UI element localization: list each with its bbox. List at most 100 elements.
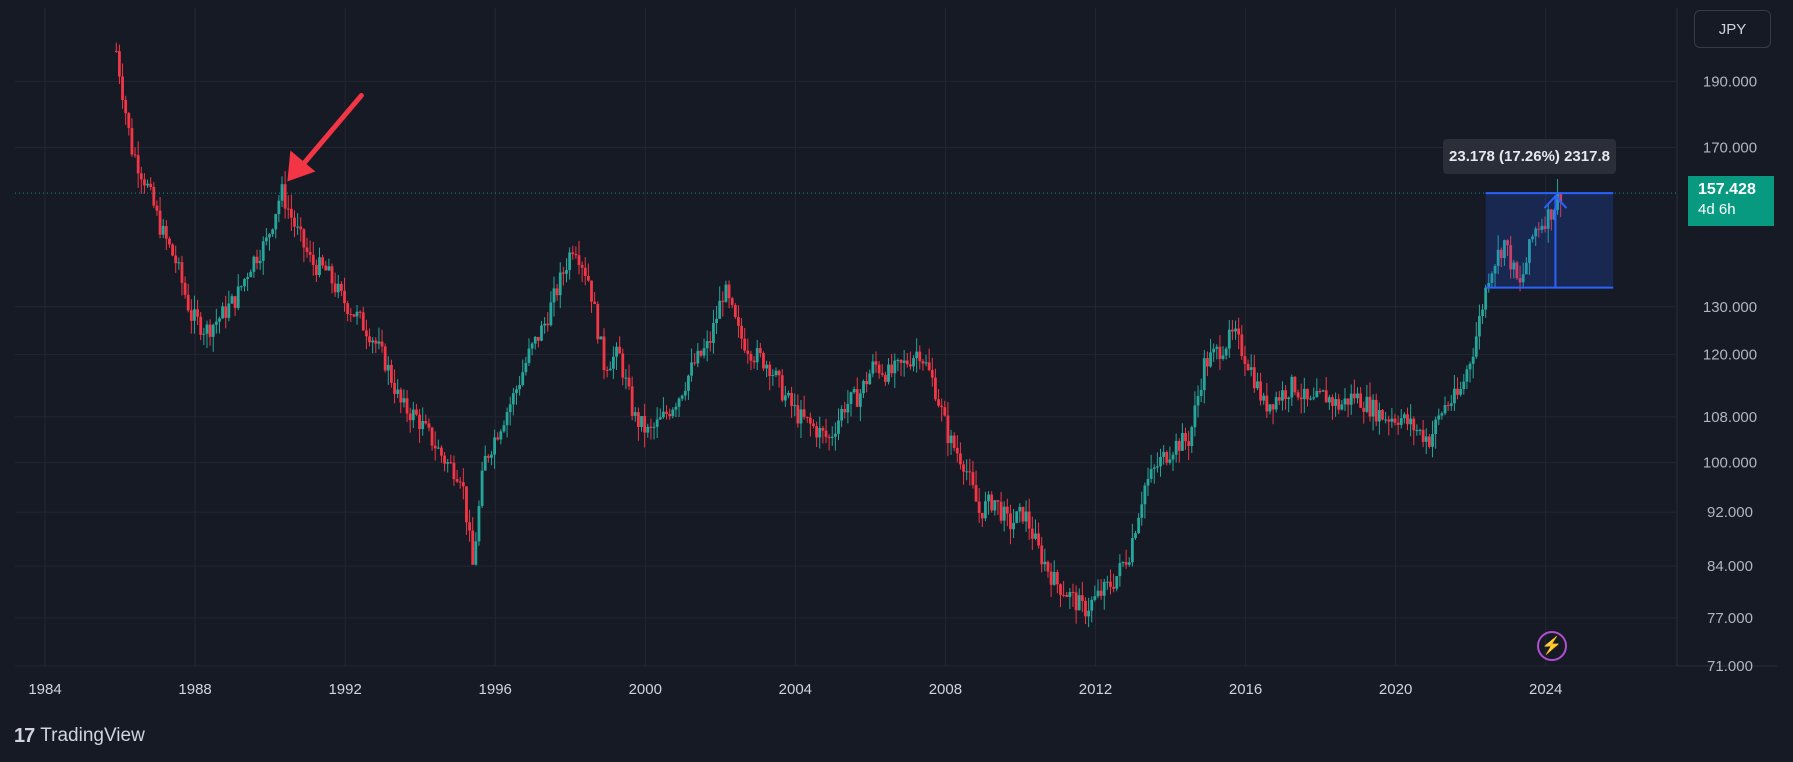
candle-body bbox=[1537, 228, 1541, 230]
candle-body bbox=[1315, 390, 1319, 398]
candle-body bbox=[1437, 415, 1441, 420]
candle-body bbox=[1337, 399, 1341, 410]
candle-body bbox=[655, 419, 659, 427]
tradingview-logo[interactable]: 17 TradingView bbox=[14, 722, 145, 750]
candle-body bbox=[424, 420, 428, 424]
candle-body bbox=[149, 183, 153, 187]
candle-body bbox=[502, 425, 506, 432]
candle-body bbox=[1149, 468, 1153, 479]
time-axis[interactable]: 1984 1988 1992 1996 2000 2004 2008 2012 2016 2020… bbox=[28, 681, 1562, 698]
candle-body bbox=[580, 265, 584, 268]
candle-body bbox=[236, 286, 240, 308]
candle-body bbox=[1134, 533, 1137, 539]
candle-body bbox=[139, 173, 143, 180]
candle-body bbox=[1068, 592, 1072, 597]
candle-body bbox=[787, 392, 790, 396]
candle-body bbox=[852, 389, 856, 393]
candle-body bbox=[665, 411, 668, 414]
candle-body bbox=[1084, 600, 1087, 617]
candle-body bbox=[1231, 329, 1234, 332]
candle-body bbox=[530, 343, 534, 349]
candle-body bbox=[146, 183, 149, 186]
candle-body bbox=[174, 255, 178, 264]
measure-arrow-head bbox=[1543, 194, 1568, 209]
candle-body bbox=[211, 324, 215, 337]
candle-body bbox=[758, 348, 762, 354]
candle-body bbox=[749, 353, 753, 361]
candle-body bbox=[602, 336, 606, 371]
candle-body bbox=[702, 348, 706, 356]
candle-body bbox=[1421, 429, 1425, 442]
candle-body bbox=[1440, 413, 1444, 416]
time-axis-label: 1996 bbox=[479, 681, 512, 698]
candle-body bbox=[1321, 390, 1325, 392]
candle-body bbox=[1465, 369, 1469, 382]
candle-body bbox=[630, 386, 634, 416]
candle-body bbox=[277, 200, 281, 215]
candle-body bbox=[777, 370, 781, 376]
lightning-icon[interactable]: ⚡ bbox=[1537, 631, 1567, 661]
candle-body bbox=[1259, 381, 1262, 401]
candle-body bbox=[1152, 467, 1156, 469]
time-axis-label: 1988 bbox=[178, 681, 211, 698]
candle-body bbox=[1427, 436, 1431, 447]
candle-body bbox=[927, 362, 931, 371]
candle-body bbox=[652, 426, 656, 428]
candle-body bbox=[443, 455, 446, 464]
candle-body bbox=[1377, 410, 1381, 422]
candle-body bbox=[1227, 329, 1231, 349]
candle-body bbox=[1171, 454, 1175, 460]
candle-body bbox=[1318, 390, 1322, 392]
candle-body bbox=[346, 303, 350, 315]
candle-body bbox=[1496, 249, 1500, 266]
candle-body bbox=[1030, 528, 1034, 539]
time-axis-label: 2020 bbox=[1379, 681, 1412, 698]
candle-body bbox=[224, 306, 228, 318]
candle-body bbox=[193, 309, 196, 321]
candle-body bbox=[568, 252, 572, 271]
candle-body bbox=[471, 530, 475, 565]
candle-body bbox=[318, 257, 321, 276]
candle-body bbox=[1130, 538, 1134, 563]
price-axis[interactable]: 190.000 170.000 130.000 120.000 108.000 100.0… bbox=[1703, 73, 1757, 675]
candle-body bbox=[1059, 584, 1062, 595]
candle-body bbox=[458, 481, 462, 483]
time-axis-label: 2000 bbox=[629, 681, 662, 698]
candle-body bbox=[349, 314, 353, 316]
candle-body bbox=[233, 296, 237, 308]
candle-body bbox=[1356, 393, 1359, 399]
currency-button[interactable]: JPY bbox=[1694, 10, 1771, 48]
candle-body bbox=[1065, 594, 1069, 597]
candle-body bbox=[971, 472, 975, 486]
candle-body bbox=[189, 310, 193, 321]
annotation-arrow-shaft bbox=[297, 92, 364, 170]
candle-body bbox=[308, 252, 312, 255]
candle-body bbox=[1302, 388, 1306, 400]
candle-body bbox=[486, 455, 490, 458]
candle-body bbox=[393, 382, 396, 395]
candle-body bbox=[708, 341, 712, 343]
candle-body bbox=[640, 415, 643, 428]
candle-body bbox=[311, 254, 315, 266]
candle-body bbox=[258, 260, 262, 264]
candle-body bbox=[846, 403, 850, 413]
time-axis-label: 2024 bbox=[1529, 681, 1562, 698]
candle-body bbox=[1118, 563, 1122, 577]
candle-body bbox=[833, 433, 837, 437]
candle-body bbox=[227, 303, 231, 318]
candle-body bbox=[515, 389, 518, 394]
candle-body bbox=[818, 427, 822, 438]
candle-body bbox=[712, 323, 715, 343]
candle-body bbox=[637, 412, 640, 428]
candle-body bbox=[155, 205, 159, 211]
candle-body bbox=[918, 351, 922, 362]
candle-body bbox=[662, 411, 665, 418]
candle-body bbox=[883, 374, 887, 382]
candle-body bbox=[924, 362, 928, 364]
candle-body bbox=[1509, 245, 1513, 270]
candle-body bbox=[246, 277, 250, 280]
candle-body bbox=[1184, 433, 1187, 442]
candle-body bbox=[293, 217, 296, 227]
